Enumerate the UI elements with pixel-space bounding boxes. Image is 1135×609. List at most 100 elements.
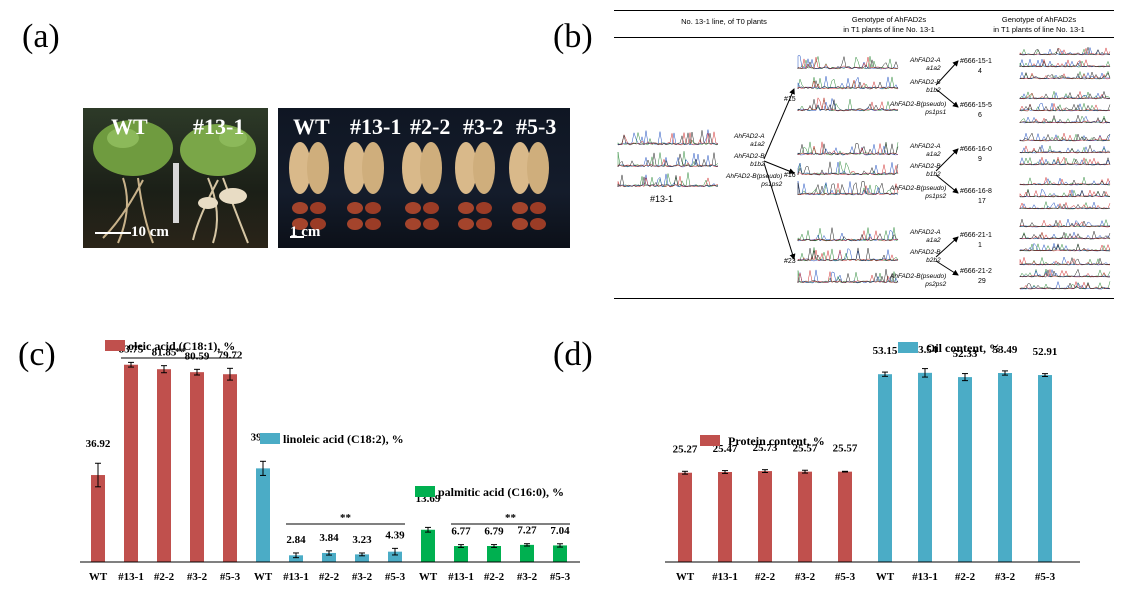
t2-id-2: #666-16-0 [960, 146, 992, 153]
t2-count-2: 9 [978, 156, 982, 163]
legend-label-0: Protein content, % [728, 434, 825, 448]
panel-label-c: (c) [18, 336, 56, 373]
plants-scale-label: 10 cm [131, 224, 169, 240]
trace-t2-0-b [1019, 58, 1111, 68]
pod-2-left [402, 142, 424, 194]
value-label-s2-c2: 6.79 [484, 526, 504, 538]
seed-4-r1 [530, 218, 546, 230]
t2-count-5: 29 [978, 278, 986, 285]
pods-scale-bar [290, 236, 304, 238]
pods-label-wt: WT [293, 114, 330, 139]
t0-genotype-a: AhFAD2-A a1a2 [734, 133, 765, 148]
bar-s0-c0 [678, 472, 692, 562]
pods-scale-label: 1 cm [290, 224, 321, 240]
trace-t1-0-1 [797, 76, 899, 90]
value-label-s1-c0: 53.15 [873, 345, 898, 357]
trace-t2-4-a [1019, 218, 1111, 228]
bar-s1-c4 [1038, 375, 1052, 562]
t1-16-genotype-a: AhFAD2-A a1a2 [910, 143, 941, 158]
pod-0-right [307, 142, 329, 194]
seed-1-r0 [365, 202, 381, 214]
t2-id-5: #666-21-2 [960, 268, 992, 275]
trace-t2-2-a [1019, 132, 1111, 142]
t0-genotype-pseudo: AhFAD2-B(pseudo) ps1ps2 [726, 173, 783, 188]
oil-protein-chart: 25.27 WT 25.47 #13-1 25.73 #2-2 25.57 #3-2 25.57… [665, 341, 1080, 583]
legend-swatch-2 [415, 486, 435, 497]
tick-label-s1-c1: #13-1 [283, 571, 309, 583]
t2-id-0: #666-15-1 [960, 58, 992, 65]
pod-1-right [362, 142, 384, 194]
bar-s1-c0 [878, 374, 892, 562]
legend-label-1: Oil content, % [926, 341, 1001, 355]
tick-label-s1-c1: #13-1 [912, 571, 938, 583]
arrow-t1-t2-1 [935, 88, 959, 108]
tick-label-s0-c4: #5-3 [835, 571, 856, 583]
trace-t1-1-1 [797, 161, 899, 176]
trace-t1-1-2 [797, 180, 899, 196]
value-label-s0-c2: 81.85 [152, 347, 177, 359]
value-label-s0-c2: 25.73 [753, 442, 778, 454]
t2-count-1: 6 [978, 112, 982, 119]
trace-t2-3-c [1019, 200, 1111, 210]
seed-2-r0 [423, 202, 439, 214]
panel-label-d: (d) [553, 336, 593, 373]
trace-t0-b [617, 151, 719, 168]
value-label-s0-c0: 25.27 [673, 444, 698, 456]
panel-label-b: (b) [553, 18, 593, 55]
seed-0-l0 [292, 202, 308, 214]
trace-t2-3-a [1019, 176, 1111, 186]
trace-t2-5-c [1019, 280, 1111, 290]
tick-label-s0-c1: #13-1 [712, 571, 738, 583]
bar-s0-c3 [190, 372, 204, 562]
tick-label-s2-c1: #13-1 [448, 571, 474, 583]
tick-label-s0-c2: #2-2 [755, 571, 776, 583]
arrow-t0-t1-2 [763, 162, 796, 260]
tick-label-s1-c3: #3-2 [352, 571, 373, 583]
trace-t1-2-1 [797, 247, 899, 262]
value-label-s1-c2: 52.33 [953, 348, 978, 360]
trace-t1-0-0 [797, 55, 899, 70]
t2-id-3: #666-16-8 [960, 188, 992, 195]
significance-mark-2: ** [505, 512, 517, 524]
value-label-s1-c3: 3.23 [352, 534, 372, 546]
t1-id-15: #15 [784, 96, 796, 103]
value-label-s0-c0: 36.92 [86, 438, 111, 450]
seed-3-l1 [458, 218, 474, 230]
trace-t1-2-0 [797, 227, 899, 242]
t1-23-genotype-a: AhFAD2-A a1a2 [910, 229, 941, 244]
fatty-acid-chart: 36.92WT83.75#13-181.85#2-280.59#3-279.72… [80, 339, 580, 583]
trace-t0-a [617, 129, 719, 146]
value-label-s1-c4: 52.91 [1033, 346, 1058, 358]
genotype-traces [617, 46, 1111, 290]
trace-t2-0-c [1019, 70, 1111, 80]
tick-label-s1-c2: #2-2 [319, 571, 340, 583]
legend-swatch-0 [105, 340, 125, 351]
seed-4-l0 [512, 202, 528, 214]
seed-3-r1 [476, 218, 492, 230]
panel-label-a: (a) [22, 18, 60, 55]
value-label-s2-c4: 7.04 [550, 525, 570, 537]
value-label-s1-c2: 3.84 [319, 532, 339, 544]
t1-23-genotype-b: AhFAD2-B b2b2 [910, 249, 941, 264]
bar-s1-c3 [355, 554, 369, 562]
bar-s1-c3 [998, 373, 1012, 562]
value-label-s0-c3: 80.59 [185, 350, 210, 362]
bar-s0-c2 [758, 471, 772, 562]
t1-15-genotype-pseudo: AhFAD2-B(pseudo) ps1ps1 [890, 101, 947, 116]
trace-t2-3-b [1019, 188, 1111, 198]
value-label-s1-c1: 2.84 [286, 534, 306, 546]
arrow-t1-t2-3 [935, 174, 959, 194]
t0-id: #13-1 [650, 194, 674, 204]
tick-label-s0-c2: #2-2 [154, 571, 175, 583]
tick-label-s1-c3: #3-2 [995, 571, 1016, 583]
tick-label-s0-c0: WT [89, 571, 108, 583]
trace-t2-0-a [1019, 46, 1111, 56]
t2-count-0: 4 [978, 68, 982, 75]
tick-label-s0-c0: WT [676, 571, 695, 583]
plants-label-13-1: #13-1 [193, 114, 245, 139]
pods-label-13-1: #13-1 [350, 114, 402, 139]
tick-label-s2-c2: #2-2 [484, 571, 505, 583]
seed-3-l0 [458, 202, 474, 214]
bar-s0-c4 [223, 374, 237, 562]
arrow-t1-t2-0 [935, 60, 959, 86]
